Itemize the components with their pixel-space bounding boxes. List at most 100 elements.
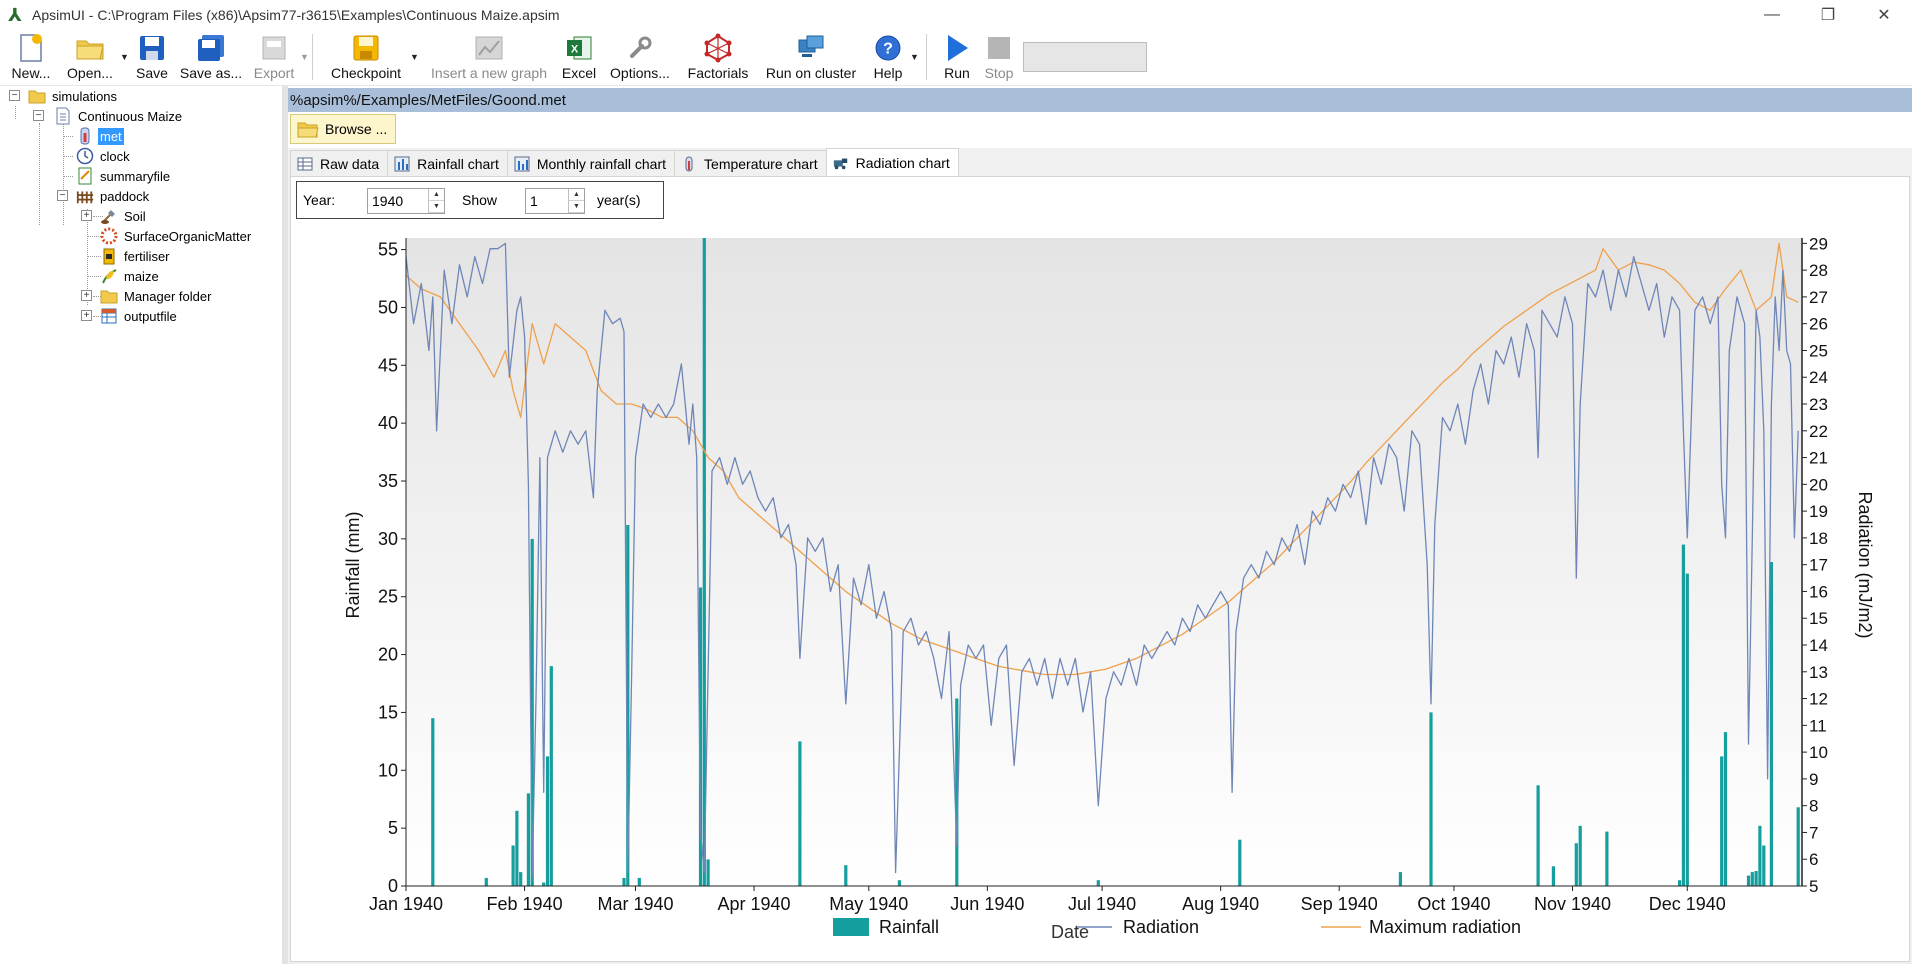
x-tick-label: Jun 1940 [950, 894, 1024, 914]
rainfall-bar [1578, 825, 1582, 886]
met-icon [76, 127, 94, 145]
help-dropdown-icon[interactable]: ▼ [910, 52, 919, 62]
year-spinner[interactable]: 1940 ▲ ▼ [367, 188, 445, 214]
y2-tick-label: 6 [1809, 850, 1818, 869]
insert-graph-button[interactable]: Insert a new graph [426, 30, 552, 86]
rainfall-bar [1605, 831, 1609, 886]
y2-tick-label: 27 [1809, 288, 1828, 307]
rainfall-bar [515, 810, 519, 886]
save-button[interactable]: Save [134, 30, 170, 86]
excel-button[interactable]: X Excel [562, 30, 596, 86]
soil-shovel-icon [100, 207, 118, 225]
spin-up-icon[interactable]: ▲ [569, 189, 584, 201]
x-axis-label: Date [1051, 922, 1089, 942]
close-button[interactable]: ✕ [1877, 7, 1891, 24]
new-button[interactable]: New... [8, 30, 54, 86]
tree-item-manager-folder[interactable]: Manager folder [100, 286, 213, 306]
expand-soil-button[interactable]: + [81, 210, 92, 221]
tab-radiation-chart[interactable]: Radiation chart [825, 148, 959, 176]
collapse-simulations-button[interactable]: − [9, 90, 20, 101]
factorials-button[interactable]: Factorials [686, 30, 750, 86]
tree-item-paddock[interactable]: paddock [76, 186, 151, 206]
spin-down-icon[interactable]: ▼ [429, 201, 444, 213]
rainfall-bar [1096, 880, 1100, 886]
expand-outputfile-button[interactable]: + [81, 310, 92, 321]
tab-raw-data[interactable]: Raw data [290, 150, 389, 176]
tab-temperature-chart[interactable]: Temperature chart [674, 150, 827, 176]
x-tick-label: Nov 1940 [1534, 894, 1611, 914]
save-label: Save [136, 65, 168, 81]
y-tick-label: 15 [378, 702, 398, 722]
y2-tick-label: 10 [1809, 743, 1828, 762]
expand-manager-folder-button[interactable]: + [81, 290, 92, 301]
y2-tick-label: 18 [1809, 529, 1828, 548]
spin-up-icon[interactable]: ▲ [429, 189, 444, 201]
y2-tick-label: 8 [1809, 797, 1818, 816]
y-tick-label: 5 [388, 818, 398, 838]
thermometer-icon [681, 156, 697, 172]
x-tick-label: Aug 1940 [1182, 894, 1259, 914]
rainfall-bar [542, 882, 546, 886]
y2-tick-label: 28 [1809, 261, 1828, 280]
tree-item-outputfile[interactable]: outputfile [100, 306, 179, 326]
minimize-button[interactable]: — [1764, 6, 1780, 23]
show-years-spinner[interactable]: 1 ▲ ▼ [525, 188, 585, 214]
insert-graph-label: Insert a new graph [431, 65, 547, 81]
open-dropdown-icon[interactable]: ▼ [120, 52, 129, 62]
stop-button[interactable]: Stop [980, 30, 1018, 86]
y-tick-label: 50 [378, 297, 398, 317]
rainfall-bar [526, 793, 530, 886]
y-tick-label: 0 [388, 876, 398, 896]
y-tick-label: 10 [378, 760, 398, 780]
file-path-text: %apsim%/Examples/MetFiles/Goond.met [290, 91, 566, 109]
collapse-paddock-button[interactable]: − [57, 190, 68, 201]
tab-rainfall-chart[interactable]: Rainfall chart [387, 150, 508, 176]
show-label: Show [462, 192, 498, 208]
show-spinner-arrows[interactable]: ▲ ▼ [568, 189, 584, 213]
toolbar-separator [312, 34, 313, 80]
tree-item-simulations[interactable]: simulations [28, 86, 119, 106]
stop-label: Stop [984, 65, 1014, 81]
tree-item-soil[interactable]: Soil [100, 206, 148, 226]
tab-monthly-rainfall-chart[interactable]: Monthly rainfall chart [506, 150, 676, 176]
paddock-fence-icon [76, 187, 94, 205]
toolbar-separator [926, 34, 927, 80]
run-on-cluster-button[interactable]: Run on cluster [762, 30, 860, 86]
apsim-logo-icon: ⅄ [8, 4, 22, 25]
radiation-chart: 0 5 10 15 20 25 30 35 40 45 50 55 5 6 7 8 9 10 11 12 13 14 15… [343, 234, 1875, 942]
tree-item-continuous-maize[interactable]: Continuous Maize [54, 106, 184, 126]
options-button[interactable]: Options... [608, 30, 672, 86]
browse-button[interactable]: Browse ... [290, 114, 396, 144]
tree-item-met[interactable]: met [76, 126, 124, 146]
run-button[interactable]: Run [938, 30, 976, 86]
rainfall-bar [1758, 825, 1762, 886]
checkpoint-button[interactable]: Checkpoint [326, 30, 406, 86]
save-as-button[interactable]: Save as... [180, 30, 242, 86]
clock-icon [76, 147, 94, 165]
help-button[interactable]: ? Help [870, 30, 906, 86]
rainfall-bar [706, 859, 710, 886]
checkpoint-dropdown-icon[interactable]: ▼ [410, 52, 419, 62]
year-spinner-arrows[interactable]: ▲ ▼ [428, 189, 444, 213]
help-icon: ? [872, 32, 904, 64]
collapse-continuous-maize-button[interactable]: − [33, 110, 44, 121]
y2-tick-label: 19 [1809, 502, 1828, 521]
rainfall-bar [1678, 880, 1682, 886]
tree-item-clock[interactable]: clock [76, 146, 132, 166]
tree-item-maize[interactable]: maize [100, 266, 161, 286]
tree-item-surface-organic-matter[interactable]: SurfaceOrganicMatter [100, 226, 253, 246]
y-tick-label: 40 [378, 413, 398, 433]
rainfall-bar [484, 877, 488, 886]
rainfall-bar [1681, 544, 1685, 886]
export-button[interactable]: Export [252, 30, 296, 86]
panel-splitter[interactable] [282, 86, 288, 964]
restore-button[interactable]: ❐ [1820, 7, 1836, 24]
tree-item-fertiliser[interactable]: fertiliser [100, 246, 172, 266]
radiation-chart-icon [833, 155, 849, 171]
rainfall-bar [1754, 871, 1758, 886]
export-dropdown-icon[interactable]: ▼ [300, 52, 309, 62]
spin-down-icon[interactable]: ▼ [569, 201, 584, 213]
rainfall-bar [1429, 712, 1433, 886]
open-button[interactable]: Open... [62, 30, 118, 86]
tree-item-summaryfile[interactable]: summaryfile [76, 166, 172, 186]
